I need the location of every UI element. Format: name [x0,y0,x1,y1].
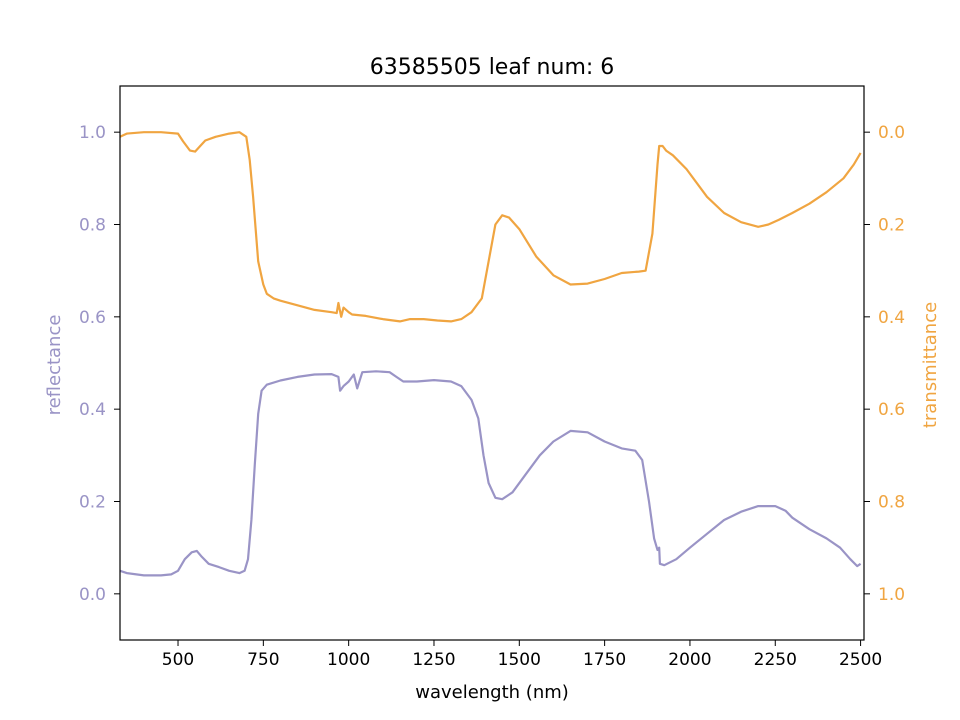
series-line-transmittance [119,131,862,323]
x-tick-label: 2500 [839,650,882,670]
x-axis-label: wavelength (nm) [415,682,569,703]
y-right-tick-label: 0.6 [878,400,905,420]
y-left-tick-label: 0.2 [79,493,106,513]
x-tick-label: 1500 [498,650,541,670]
y-right-tick-label: 0.4 [878,308,905,328]
y-right-tick-label: 0.2 [878,216,905,236]
plot-frame [119,85,865,641]
x-tick-label: 2250 [754,650,797,670]
x-tick-label: 1250 [412,650,455,670]
chart-title: 63585505 leaf num: 6 [370,55,615,80]
x-tick-label: 2000 [668,650,711,670]
y-left-tick-label: 0.4 [79,400,106,420]
plot-area: 500 750 1000 1250 1500 1750 2000 2250 2500 0.0 0.2… [79,85,905,670]
series-line-reflectance [119,370,862,577]
x-tick-label: 500 [162,650,194,670]
y-left-tick-label: 1.0 [79,123,106,143]
x-tick-label: 1750 [583,650,626,670]
y-axis-right-label: transmittance [920,302,941,428]
y-right-tick-label: 0.8 [878,493,905,513]
y-right-tick-label: 0.0 [878,123,905,143]
x-tick-label: 1000 [327,650,370,670]
y-left-tick-label: 0.6 [79,308,106,328]
x-tick-label: 750 [247,650,279,670]
y-left-tick-label: 0.8 [79,216,106,236]
y-left-tick-label: 0.0 [79,585,106,605]
y-axis-left-label: reflectance [44,315,65,416]
y-right-tick-label: 1.0 [878,585,905,605]
